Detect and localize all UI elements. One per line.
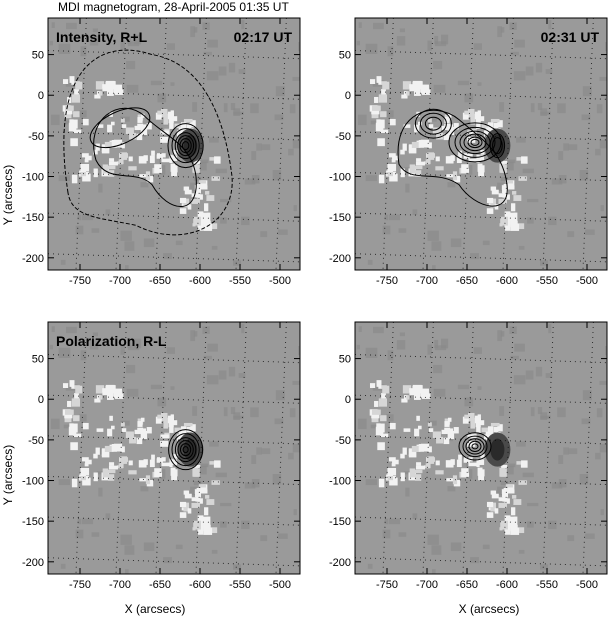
y-tick-label: -100 [329, 476, 351, 488]
panel-row-label: Polarization, R-L [56, 333, 167, 349]
y-axis-label-top: Y (arcsecs) [1, 165, 15, 225]
y-tick-label: 0 [38, 90, 44, 102]
y-tick-label: -200 [329, 253, 351, 265]
x-tick-label: -750 [69, 579, 91, 591]
panel-row-label: Intensity, R+L [56, 29, 148, 45]
x-tick-label: -700 [416, 579, 438, 591]
panel-polarization-0217: -750 -700 -650 -600 -550 -500 50 0 -50 -100 -150 -2… [22, 321, 301, 591]
x-tick-label: -600 [189, 275, 211, 287]
x-tick-label: -650 [149, 579, 171, 591]
y-tick-label: 50 [339, 354, 351, 366]
x-tick-label: -500 [576, 579, 598, 591]
y-tick-label: -100 [22, 476, 44, 488]
y-tick-label: 50 [339, 50, 351, 62]
x-tick-label: -750 [376, 579, 398, 591]
x-tick-label: -650 [456, 579, 478, 591]
x-tick-label: -600 [496, 275, 518, 287]
x-tick-label: -650 [149, 275, 171, 287]
y-tick-label: -50 [335, 131, 351, 143]
x-tick-label: -500 [269, 579, 291, 591]
y-tick-label: -150 [329, 516, 351, 528]
x-tick-label: -700 [416, 275, 438, 287]
y-tick-label: 0 [345, 394, 351, 406]
figure-title: MDI magnetogram, 28-April-2005 01:35 UT [58, 0, 289, 14]
y-tick-label: -50 [28, 435, 44, 447]
y-tick-label: -50 [335, 435, 351, 447]
x-axis-label-right: X (arcsecs) [459, 602, 520, 616]
y-axis-label-bottom: Y (arcsecs) [1, 445, 15, 505]
y-tick-label: -200 [329, 557, 351, 569]
y-tick-label: 50 [32, 50, 44, 62]
panel-intensity-0231: -750 -700 -650 -600 -550 -500 50 0 -50 -100 -150 -2… [329, 17, 608, 287]
x-tick-label: -550 [536, 275, 558, 287]
x-tick-label: -600 [189, 579, 211, 591]
panel-time-label: 02:17 UT [234, 29, 293, 45]
x-axis-label-left: X (arcsecs) [125, 602, 186, 616]
y-tick-label: -100 [329, 172, 351, 184]
panel-polarization-0231: -750 -700 -650 -600 -550 -500 50 0 -50 -100 -150 -2… [329, 321, 608, 591]
x-tick-label: -550 [229, 275, 251, 287]
y-tick-label: 0 [38, 394, 44, 406]
y-tick-label: -150 [22, 516, 44, 528]
panel-intensity-0217: -750 -700 -650 -600 -550 -500 50 0 -50 -100 -150 -2… [22, 17, 301, 287]
y-tick-label: 0 [345, 90, 351, 102]
x-tick-label: -750 [69, 275, 91, 287]
x-tick-label: -700 [109, 275, 131, 287]
x-tick-label: -500 [576, 275, 598, 287]
x-tick-label: -700 [109, 579, 131, 591]
y-tick-label: -50 [28, 131, 44, 143]
x-tick-label: -600 [496, 579, 518, 591]
x-tick-label: -750 [376, 275, 398, 287]
y-tick-label: -150 [22, 212, 44, 224]
panel-time-label: 02:31 UT [541, 29, 600, 45]
x-tick-label: -550 [536, 579, 558, 591]
x-tick-label: -550 [229, 579, 251, 591]
y-tick-label: -100 [22, 172, 44, 184]
y-tick-label: -150 [329, 212, 351, 224]
x-tick-label: -650 [456, 275, 478, 287]
x-tick-label: -500 [269, 275, 291, 287]
y-tick-label: 50 [32, 354, 44, 366]
y-tick-label: -200 [22, 557, 44, 569]
y-tick-label: -200 [22, 253, 44, 265]
